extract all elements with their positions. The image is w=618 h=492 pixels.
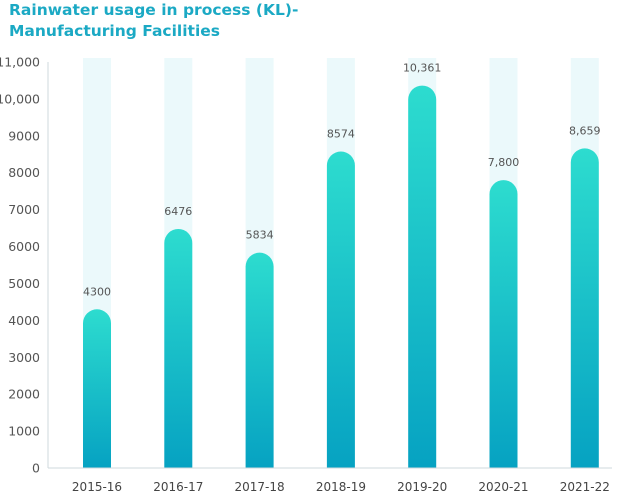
bar xyxy=(83,309,111,468)
y-tick-label: 6000 xyxy=(8,239,40,254)
bar xyxy=(408,85,437,469)
y-tick-label: 2000 xyxy=(8,387,40,402)
y-tick-label: 0 xyxy=(32,461,40,476)
data-label: 8,659 xyxy=(569,124,601,137)
chart-title-line-2: Manufacturing Facilities xyxy=(9,22,220,40)
x-tick-label: 2018-19 xyxy=(316,480,366,492)
y-axis: 0 1000 2000 3000 4000 5000 6000 7000 8000 9000 10,… xyxy=(0,55,49,476)
x-tick-label: 2019-20 xyxy=(397,480,447,492)
y-tick-label: 8000 xyxy=(8,165,40,180)
y-tick-label: 10,000 xyxy=(0,91,40,106)
x-tick-label: 2021-22 xyxy=(560,480,610,492)
data-label: 4300 xyxy=(83,285,111,298)
bar xyxy=(326,151,355,468)
chart-title-line-1: Rainwater usage in process (KL)- xyxy=(9,1,299,19)
bar xyxy=(570,148,599,469)
y-tick-label: 7000 xyxy=(8,202,40,217)
bar xyxy=(245,252,274,468)
bars: 4300 6476 5834 8574 10,361 7,800 8,659 xyxy=(83,58,601,469)
data-label: 7,800 xyxy=(488,156,520,169)
x-tick-label: 2020-21 xyxy=(478,480,528,492)
y-tick-label: 4000 xyxy=(8,313,40,328)
x-axis: 2015-16 2016-17 2017-18 2018-19 2019-20 2020-… xyxy=(48,467,612,492)
data-label: 6476 xyxy=(164,205,192,218)
x-tick-label: 2015-16 xyxy=(72,480,122,492)
y-tick-label: 1000 xyxy=(8,424,40,439)
data-label: 10,361 xyxy=(403,62,442,75)
y-tick-label: 9000 xyxy=(8,128,40,143)
bar xyxy=(164,228,193,468)
y-tick-label: 11,000 xyxy=(0,55,40,70)
data-label: 8574 xyxy=(327,128,355,141)
x-tick-label: 2016-17 xyxy=(153,480,203,492)
chart-title: Rainwater usage in process (KL)- Manufac… xyxy=(9,0,409,42)
data-label: 5834 xyxy=(246,229,274,242)
y-tick-label: 3000 xyxy=(8,350,40,365)
y-tick-label: 5000 xyxy=(8,276,40,291)
x-tick-label: 2017-18 xyxy=(235,480,285,492)
bar xyxy=(489,180,518,469)
